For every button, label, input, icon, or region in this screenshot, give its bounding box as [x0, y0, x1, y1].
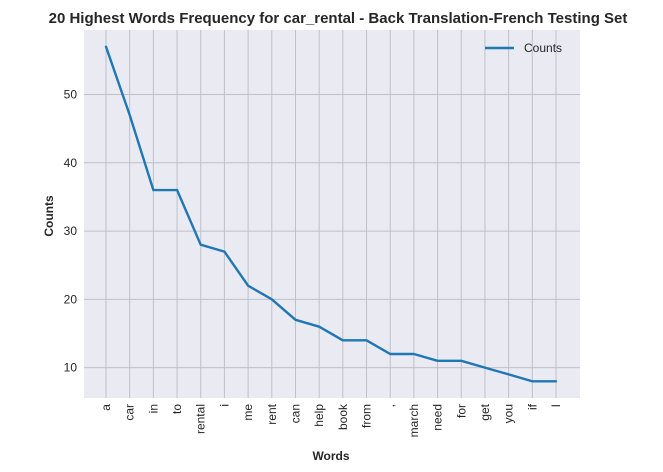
- x-tick-label: in: [146, 404, 160, 413]
- x-tick-label: rental: [194, 404, 208, 434]
- y-tick-label: 20: [64, 292, 78, 306]
- x-tick-label: can: [288, 404, 302, 423]
- y-axis-ticks: 10 20 30 40 50: [64, 88, 78, 375]
- x-tick-label: i: [217, 404, 231, 407]
- x-axis-ticks: a car in to rental i me rent can help book from, mar…: [99, 403, 563, 437]
- x-tick-label: ,: [383, 404, 397, 407]
- legend: Counts: [485, 41, 562, 55]
- x-tick-label: you: [502, 404, 516, 423]
- x-tick-label: from: [360, 404, 374, 428]
- x-tick-label: for: [454, 404, 468, 418]
- plot-area: [84, 30, 580, 398]
- x-tick-label: march: [407, 404, 421, 437]
- x-tick-label: car: [123, 404, 137, 421]
- x-tick-label: rent: [265, 403, 279, 424]
- y-tick-label: 50: [64, 88, 78, 102]
- y-tick-label: 40: [64, 156, 78, 170]
- x-tick-label: need: [431, 404, 445, 431]
- series-layer: [104, 45, 558, 383]
- series-line-counts: [104, 45, 558, 383]
- x-tick-label: book: [336, 403, 350, 430]
- chart-title: 20 Highest Words Frequency for car_renta…: [49, 10, 628, 27]
- x-tick-label: if: [525, 403, 539, 410]
- y-tick-label: 30: [64, 224, 78, 238]
- x-axis-label: Words: [312, 449, 349, 463]
- x-tick-label: a: [99, 404, 113, 411]
- grid: [84, 30, 580, 398]
- y-axis-label: Counts: [42, 195, 56, 237]
- legend-label-counts: Counts: [524, 41, 562, 55]
- x-tick-label: me: [241, 404, 255, 421]
- x-tick-label: help: [312, 404, 326, 427]
- x-tick-label: to: [170, 404, 184, 414]
- x-tick-label: get: [478, 403, 492, 420]
- y-tick-label: 10: [64, 361, 78, 375]
- x-tick-label: I: [549, 404, 563, 407]
